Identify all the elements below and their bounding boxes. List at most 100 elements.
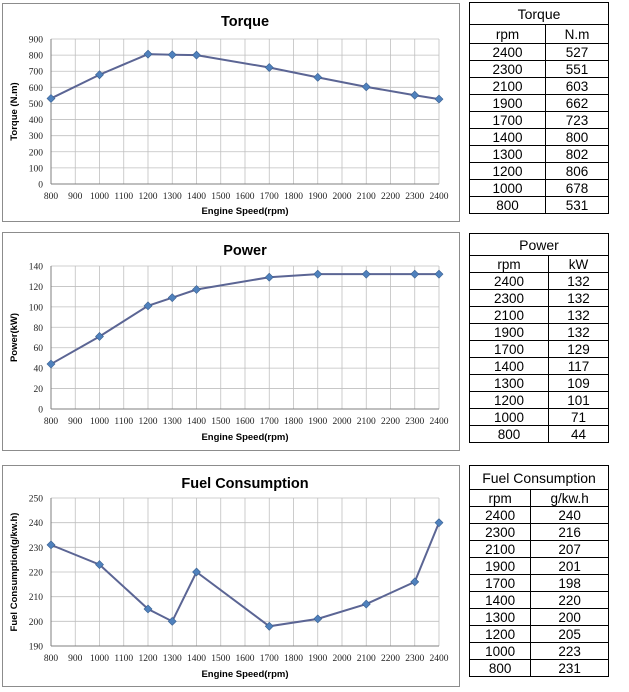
table-cell-rpm: 800: [468, 659, 532, 677]
table-row: 1000 223: [468, 642, 609, 660]
table-header-rpm: rpm: [468, 489, 532, 507]
torque-table: Torque rpm N.m 2400 527 2300 551 2100 603 1900…: [469, 2, 610, 214]
x-tick-label: 1100: [114, 654, 133, 664]
table-row: 2300 132: [468, 289, 609, 307]
table-cell-rpm: 2400: [468, 506, 532, 524]
table-cell-value: 551: [544, 60, 610, 78]
table-row: 1300 802: [469, 145, 610, 163]
x-tick-label: 1600: [236, 417, 255, 427]
table-cell-value: 198: [530, 574, 609, 592]
table-cell-value: 216: [530, 523, 609, 541]
data-point-marker: [264, 272, 274, 282]
table-row: 800 231: [468, 659, 609, 677]
power-chart: Power 0 20 40 60 80 100 120 140 800 900 1000 1100 120…: [9, 243, 449, 443]
table-cell-value: 132: [548, 323, 609, 341]
fuel-consumption-chart: Fuel Consumption 190 200 210 220 230 240 250 800…: [9, 476, 449, 680]
table-cell-value: 531: [544, 196, 610, 214]
x-tick-label: 1300: [163, 192, 182, 202]
y-tick-label: 700: [29, 68, 44, 78]
table-cell-rpm: 2100: [468, 540, 532, 558]
x-tick-label: 1400: [187, 192, 206, 202]
x-tick-label: 1200: [139, 654, 158, 664]
table-cell-value: 603: [544, 77, 610, 95]
data-point-marker: [434, 518, 444, 528]
x-tick-label: 900: [68, 192, 83, 202]
x-tick-label: 900: [68, 654, 83, 664]
x-tick-label: 1300: [163, 654, 182, 664]
x-tick-label: 1100: [114, 192, 133, 202]
x-tick-label: 1500: [211, 417, 230, 427]
y-tick-label: 100: [29, 164, 44, 174]
table-cell-rpm: 2300: [469, 60, 546, 78]
x-tick-label: 1400: [187, 417, 206, 427]
y-tick-label: 400: [29, 116, 44, 126]
y-tick-label: 210: [29, 593, 44, 603]
y-tick-label: 240: [29, 519, 44, 529]
chart-title: Power: [223, 243, 267, 259]
data-point-marker: [143, 604, 153, 614]
x-tick-label: 1400: [187, 654, 206, 664]
table-header-rpm: rpm: [468, 255, 550, 273]
fuel-chart-panel: Fuel Consumption 190 200 210 220 230 240 250 800…: [2, 465, 460, 687]
table-row: 2100 207: [468, 540, 609, 558]
x-tick-label: 2400: [430, 654, 449, 664]
x-tick-label: 1900: [308, 654, 327, 664]
chart-title: Torque: [221, 14, 269, 30]
table-cell-value: 723: [544, 111, 610, 129]
x-tick-label: 1700: [260, 417, 279, 427]
power-table: Power rpm kW 2400 132 2300 132 2100 132 1900 13…: [468, 233, 609, 443]
table-cell-value: 132: [548, 272, 609, 290]
data-point-marker: [192, 285, 201, 294]
y-tick-label: 0: [38, 181, 43, 191]
x-tick-label: 800: [44, 417, 59, 427]
table-cell-value: 117: [548, 357, 609, 375]
table-cell-rpm: 1700: [468, 574, 532, 592]
table-cell-value: 240: [530, 506, 609, 524]
x-tick-label: 2000: [333, 192, 352, 202]
y-tick-label: 300: [29, 132, 44, 142]
data-point-marker: [95, 560, 104, 570]
data-point-marker: [313, 72, 323, 82]
y-tick-label: 900: [29, 36, 44, 46]
table-cell-rpm: 1200: [468, 625, 532, 643]
table-row: 2300 551: [469, 60, 610, 78]
x-tick-label: 1200: [139, 417, 158, 427]
table-row: 1400 220: [468, 591, 609, 609]
table-cell-value: 44: [548, 425, 609, 443]
table-row: 1900 132: [468, 323, 609, 341]
data-point-marker: [313, 614, 323, 624]
table-cell-value: 678: [544, 179, 610, 197]
table-row: 1400 800: [469, 128, 610, 146]
x-tick-label: 1000: [90, 192, 109, 202]
data-point-marker: [410, 577, 420, 587]
series-line: [50, 53, 440, 101]
y-tick-label: 140: [29, 263, 44, 273]
data-point-marker: [264, 621, 274, 631]
table-cell-rpm: 2400: [469, 43, 546, 61]
x-tick-label: 1700: [260, 654, 279, 664]
data-point-marker: [361, 82, 371, 92]
table-cell-rpm: 1400: [469, 128, 546, 146]
table-cell-value: 205: [530, 625, 609, 643]
table-header-rpm: rpm: [469, 24, 546, 44]
data-point-marker: [434, 269, 444, 279]
x-axis-label: Engine Speed(rpm): [201, 206, 288, 217]
table-cell-rpm: 2100: [469, 77, 546, 95]
x-tick-label: 2000: [333, 654, 352, 664]
x-tick-label: 1000: [90, 417, 109, 427]
table-cell-rpm: 2300: [468, 289, 550, 307]
table-row: 1400 117: [468, 357, 609, 375]
table-cell-rpm: 1900: [468, 557, 532, 575]
table-cell-rpm: 1300: [469, 145, 546, 163]
table-row: 1700 129: [468, 340, 609, 358]
x-tick-label: 2400: [430, 192, 449, 202]
table-cell-value: 527: [544, 43, 610, 61]
chart-title: Fuel Consumption: [181, 476, 308, 492]
data-point-marker: [143, 49, 153, 59]
table-cell-value: 223: [530, 642, 609, 660]
table-cell-rpm: 1900: [469, 94, 546, 112]
x-tick-label: 800: [44, 192, 59, 202]
x-tick-label: 1900: [308, 192, 327, 202]
x-tick-label: 2200: [381, 192, 400, 202]
torque-chart-panel: Torque 0 100 200 300 400 500 600 700 800 900 800 900…: [2, 3, 460, 222]
